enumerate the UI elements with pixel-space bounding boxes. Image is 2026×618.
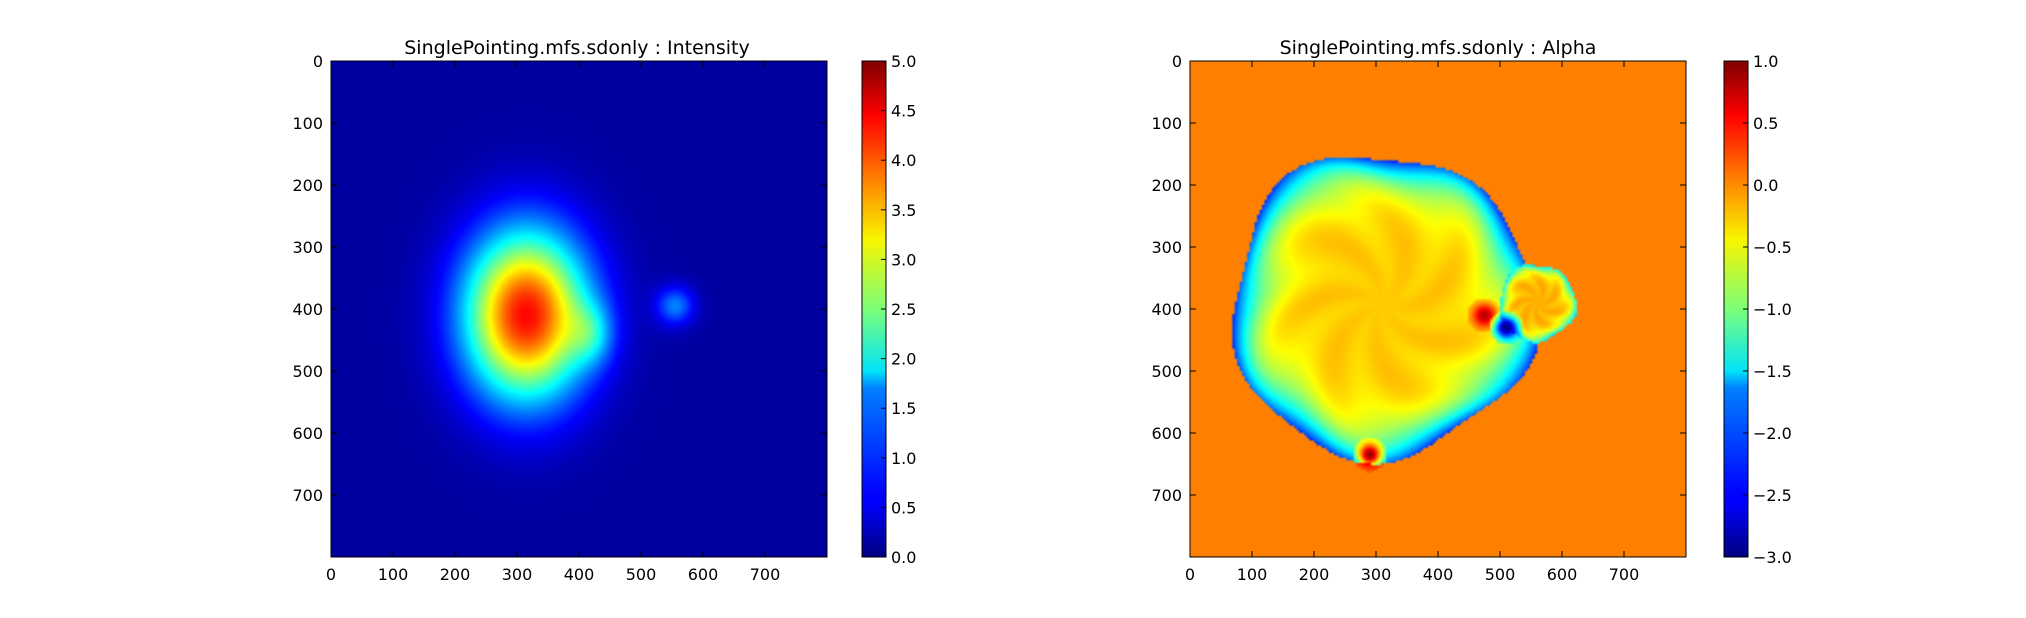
- colorbar-tick-label: 0.0: [1753, 176, 1778, 195]
- intensity-axes: 0 100 200 300 400 500 600 700 0 100 200 300 400 500 60…: [292, 52, 827, 584]
- alpha-colorbar-ticks: 1.0 0.5 0.0 −0.5 −1.0 −1.5 −2.0 −2.5 −3.0: [1743, 52, 1792, 567]
- y-tick-label: 200: [292, 176, 323, 195]
- y-tick-label: 200: [1151, 176, 1182, 195]
- y-tick-label: 700: [292, 486, 323, 505]
- colorbar-tick-label: 1.5: [891, 399, 916, 418]
- colorbar-tick-label: 1.0: [891, 449, 916, 468]
- y-tick-label: 100: [292, 114, 323, 133]
- colorbar-tick-label: 3.5: [891, 201, 916, 220]
- alpha-title: SinglePointing.mfs.sdonly : Alpha: [1280, 37, 1597, 59]
- x-tick-label: 200: [1299, 565, 1330, 584]
- y-tick-label: 0: [313, 52, 323, 71]
- x-tick-label: 500: [1485, 565, 1516, 584]
- x-tick-label: 700: [1609, 565, 1640, 584]
- y-tick-label: 500: [1151, 362, 1182, 381]
- colorbar-tick-label: 1.0: [1753, 52, 1778, 71]
- x-tick-label: 500: [626, 565, 657, 584]
- colorbar-tick-label: 4.5: [891, 102, 916, 121]
- colorbar-tick-label: −1.0: [1753, 300, 1792, 319]
- y-tick-label: 500: [292, 362, 323, 381]
- y-tick-label: 600: [292, 424, 323, 443]
- x-tick-label: 0: [326, 565, 336, 584]
- y-tick-label: 400: [292, 300, 323, 319]
- colorbar-tick-label: −1.5: [1753, 362, 1792, 381]
- x-tick-label: 600: [688, 565, 719, 584]
- x-tick-label: 300: [502, 565, 533, 584]
- x-tick-label: 400: [564, 565, 595, 584]
- intensity-panel: SinglePointing.mfs.sdonly : Intensity 0 1…: [292, 37, 916, 584]
- y-tick-label: 600: [1151, 424, 1182, 443]
- x-tick-label: 200: [440, 565, 471, 584]
- x-tick-label: 0: [1185, 565, 1195, 584]
- colorbar-tick-label: 4.0: [891, 151, 916, 170]
- x-tick-label: 700: [750, 565, 781, 584]
- colorbar-tick-label: 3.0: [891, 250, 916, 269]
- alpha-panel: SinglePointing.mfs.sdonly : Alpha 0 100 20…: [1151, 37, 1791, 584]
- x-tick-label: 600: [1547, 565, 1578, 584]
- x-tick-label: 100: [378, 565, 409, 584]
- colorbar-tick-label: 0.5: [891, 498, 916, 517]
- intensity-title: SinglePointing.mfs.sdonly : Intensity: [404, 37, 749, 59]
- intensity-colorbar-ticks: 0.0 0.5 1.0 1.5 2.0 2.5 3.0 3.5 4.0 4.5 5.0: [881, 52, 916, 567]
- colorbar-tick-label: 2.5: [891, 300, 916, 319]
- y-tick-label: 300: [292, 238, 323, 257]
- colorbar-tick-label: −2.0: [1753, 424, 1792, 443]
- y-tick-label: 0: [1172, 52, 1182, 71]
- x-tick-label: 400: [1423, 565, 1454, 584]
- y-tick-label: 700: [1151, 486, 1182, 505]
- colorbar-tick-label: −2.5: [1753, 486, 1792, 505]
- colorbar-tick-label: 2.0: [891, 350, 916, 369]
- y-tick-label: 100: [1151, 114, 1182, 133]
- y-tick-label: 400: [1151, 300, 1182, 319]
- alpha-axes: 0 100 200 300 400 500 600 700 0 100 200 300 400 500 60…: [1151, 52, 1686, 584]
- colorbar-tick-label: −3.0: [1753, 548, 1792, 567]
- colorbar-tick-label: −0.5: [1753, 238, 1792, 257]
- x-tick-label: 100: [1237, 565, 1268, 584]
- colorbar-tick-label: 0.0: [891, 548, 916, 567]
- y-tick-label: 300: [1151, 238, 1182, 257]
- intensity-image: [331, 61, 827, 557]
- colorbar-tick-label: 0.5: [1753, 114, 1778, 133]
- x-tick-label: 300: [1361, 565, 1392, 584]
- colorbar-tick-label: 5.0: [891, 52, 916, 71]
- alpha-image: [1190, 61, 1686, 557]
